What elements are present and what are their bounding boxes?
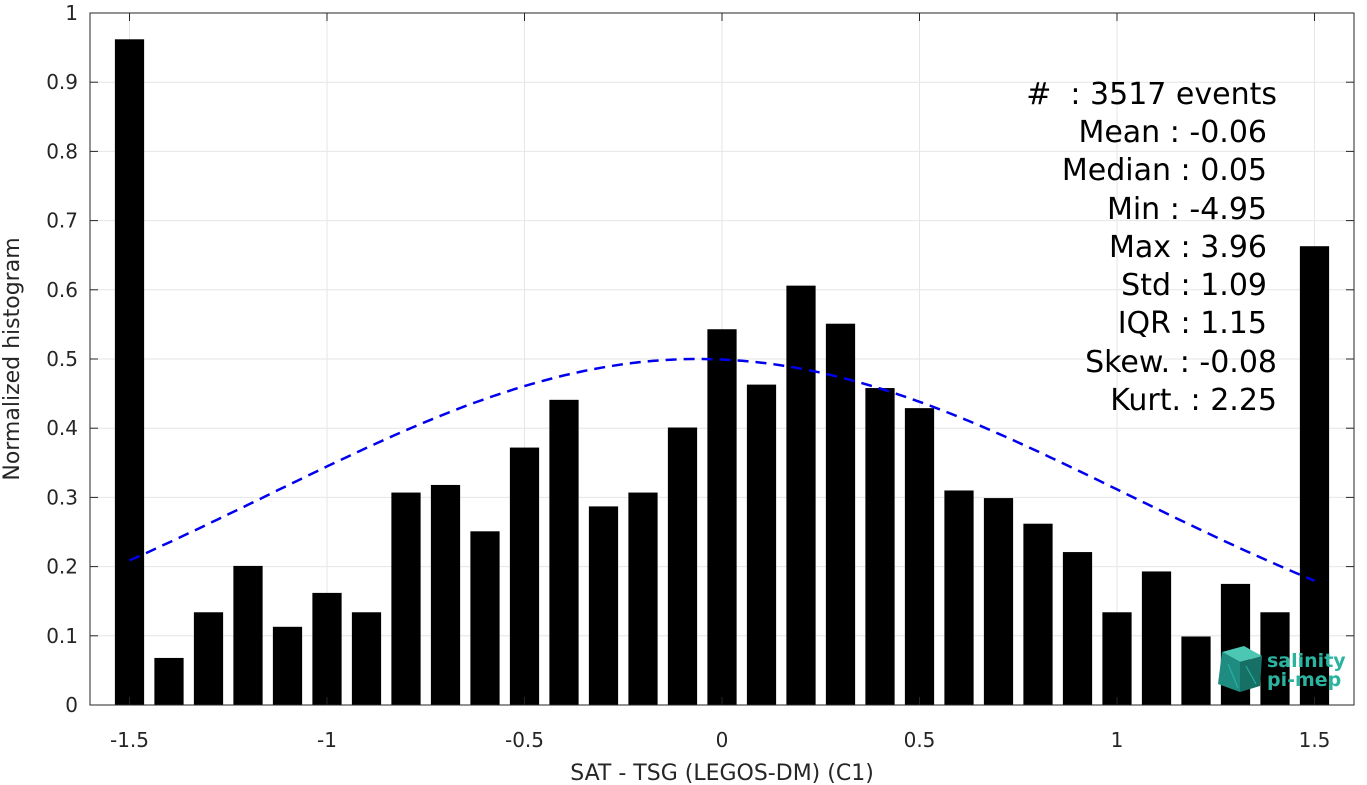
histogram-bar: [509, 447, 540, 705]
stats-kurt: Kurt. : 2.25: [1110, 383, 1277, 418]
stats-max: Max : 3.96: [1109, 230, 1267, 265]
histogram-bar: [944, 490, 974, 705]
histogram-bar: [1062, 552, 1093, 705]
histogram-bar: [549, 399, 579, 705]
stats-median: Median : 0.05: [1062, 153, 1267, 188]
histogram-bar: [1299, 246, 1330, 706]
y-tick-label: 0.1: [46, 624, 78, 648]
histogram-bar: [1102, 612, 1132, 705]
axis-ticks: 0 0.1 0.2 0.3 0.4 0.5 0.6 0.7 0.8 0.9 1 -1.5 -1 -0.5 0…: [46, 1, 1354, 752]
gaussian-fit-curve: [128, 357, 1315, 582]
salinity-pimep-logo: salinity pi-mep: [1218, 646, 1346, 692]
histogram-bar: [193, 612, 224, 705]
y-tick-label: 0: [65, 693, 78, 717]
histogram-bar: [1181, 636, 1211, 705]
histogram-bar: [430, 484, 461, 705]
histogram-bar: [628, 492, 658, 705]
x-tick-label: 0: [716, 728, 729, 752]
cube-logo-icon: [1218, 646, 1262, 692]
x-tick-label: -1.5: [110, 728, 149, 752]
histogram-bar: [588, 506, 619, 705]
histogram-bar: [865, 388, 895, 705]
histogram-bar: [1141, 571, 1172, 705]
histogram-bar: [272, 626, 303, 705]
y-tick-label: 0.6: [46, 278, 78, 302]
x-axis-title: SAT - TSG (LEGOS-DM) (C1): [570, 761, 874, 785]
y-tick-label: 1: [65, 1, 78, 25]
x-tick-label: -0.5: [505, 728, 544, 752]
logo-line2: pi-mep: [1267, 669, 1341, 691]
histogram-bar: [114, 39, 145, 705]
y-tick-label: 0.8: [46, 139, 78, 163]
logo-line1: salinity: [1267, 650, 1346, 672]
y-tick-label: 0.3: [46, 485, 78, 509]
stats-min: Min : -4.95: [1107, 192, 1267, 227]
histogram-bars: [114, 39, 1330, 706]
histogram-bar: [746, 384, 777, 705]
y-tick-label: 0.5: [46, 347, 78, 371]
histogram-bar: [825, 323, 856, 705]
stats-iqr: IQR : 1.15: [1118, 306, 1267, 341]
stats-box: # : 3517 events Mean : -0.06 Median : 0.…: [1026, 77, 1277, 418]
histogram-bar: [707, 329, 737, 705]
y-tick-label: 0.9: [46, 70, 78, 94]
histogram-bar: [351, 612, 382, 705]
histogram-bar: [1260, 612, 1290, 705]
y-axis-title: Normalized histogram: [0, 237, 25, 480]
histogram-bar: [154, 657, 184, 705]
histogram-bar: [391, 492, 421, 705]
y-tick-label: 0.4: [46, 416, 78, 440]
histogram-bar: [1023, 523, 1053, 705]
histogram-bar: [904, 408, 935, 705]
x-tick-label: -1: [317, 728, 337, 752]
histogram-bar: [233, 565, 263, 705]
stats-mean: Mean : -0.06: [1078, 115, 1267, 150]
stats-count: # : 3517 events: [1026, 77, 1277, 112]
histogram-bar: [470, 531, 500, 705]
x-tick-label: 1.5: [1299, 728, 1331, 752]
histogram-bar: [667, 427, 698, 705]
x-tick-label: 0.5: [904, 728, 936, 752]
histogram-bar: [786, 285, 816, 705]
histogram-bar: [983, 498, 1014, 705]
y-tick-label: 0.7: [46, 209, 78, 233]
x-tick-label: 1: [1111, 728, 1124, 752]
stats-std: Std : 1.09: [1121, 268, 1267, 303]
y-tick-label: 0.2: [46, 555, 78, 579]
histogram-bar: [312, 592, 342, 705]
stats-skew: Skew. : -0.08: [1085, 345, 1277, 380]
